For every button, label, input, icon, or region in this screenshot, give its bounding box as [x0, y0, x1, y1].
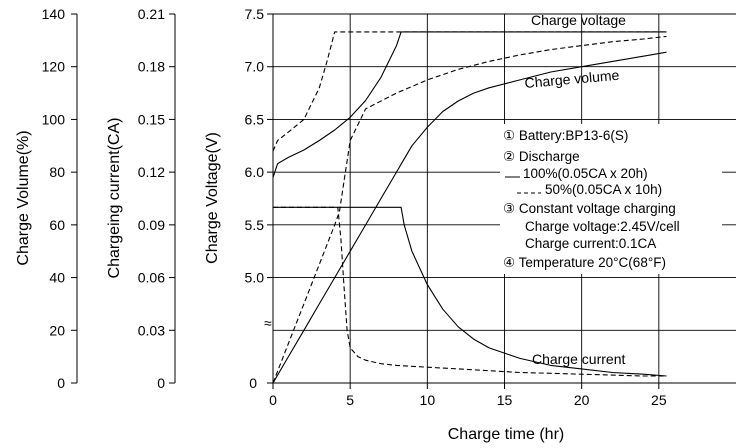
voltage-axis-title: Charge Voltage(V) [204, 132, 221, 264]
series-line-current-solid [273, 206, 667, 377]
current-tick-label: 0.06 [138, 270, 165, 286]
legend-charge-voltage: Charge voltage:2.45V/cell [525, 219, 680, 234]
voltage-tick-label: 7.0 [245, 59, 265, 75]
current-tick-label: 0.15 [138, 111, 165, 127]
x-axis: 0 5 10 15 20 25 [269, 383, 667, 408]
current-tick-label: 0 [157, 375, 165, 391]
current-tick-label: 0.12 [138, 164, 165, 180]
annotation-charge-voltage: Charge voltage [531, 12, 626, 28]
voltage-tick-label: 6.5 [245, 111, 265, 127]
x-tick-label: 25 [651, 392, 667, 408]
volume-tick-label: 40 [49, 270, 65, 286]
x-tick-label: 15 [497, 392, 513, 408]
voltage-tick-label: 7.5 [245, 6, 265, 22]
annotation-charge-volume: Charge volume [524, 67, 620, 91]
legend-discharge-100: 100%(0.05CA x 20h) [523, 166, 648, 181]
series-line-current-dashed [273, 206, 667, 377]
volume-tick-label: 80 [49, 164, 65, 180]
chart-series [272, 31, 667, 384]
volume-tick-label: 120 [42, 59, 66, 75]
x-tick-label: 10 [420, 392, 436, 408]
current-tick-label: 0.09 [138, 217, 165, 233]
current-axis-title: Chargeing current(CA) [106, 118, 123, 279]
annotation-charge-current: Charge current [532, 351, 625, 367]
current-tick-label: 0.03 [138, 322, 165, 338]
x-tick-label: 20 [574, 392, 590, 408]
series-line-voltage-dashed [272, 31, 667, 152]
x-axis-title: Charge time (hr) [448, 426, 564, 443]
volume-tick-label: 140 [42, 6, 66, 22]
legend-constant-voltage: ③ Constant voltage charging [503, 201, 676, 216]
voltage-tick-label: 5.0 [245, 270, 265, 286]
voltage-tick-label: 6.0 [245, 164, 265, 180]
voltage-tick-label: 5.5 [245, 217, 265, 233]
volume-tick-label: 0 [57, 375, 65, 391]
volume-tick-label: 20 [49, 322, 65, 338]
volume-tick-label: 100 [42, 111, 66, 127]
volume-tick-label: 60 [49, 217, 65, 233]
series-line-volume-dashed [272, 35, 667, 384]
current-tick-label: 0.21 [138, 6, 165, 22]
voltage-axis: 5.0 5.5 6.0 6.5 7.0 7.5 [245, 6, 273, 384]
legend-battery: ① Battery:BP13-6(S) [503, 128, 628, 143]
axis-break-symbol: ≈ [264, 315, 272, 331]
voltage-zero-label: 0 [249, 375, 257, 391]
volume-axis-title: Charge Volume(%) [15, 130, 32, 265]
x-tick-label: 0 [269, 392, 277, 408]
current-axis: 0 0.03 0.06 0.09 0.12 0.15 0.18 0.21 [138, 6, 176, 391]
volume-axis: 0 20 40 60 80 100 120 140 [42, 6, 78, 391]
series-line-volume-solid [272, 51, 667, 384]
current-tick-label: 0.18 [138, 59, 165, 75]
legend-discharge-50: 50%(0.05CA x 10h) [545, 182, 662, 197]
legend: ① Battery:BP13-6(S) ② Discharge 100%(0.0… [500, 124, 722, 274]
legend-temperature: ④ Temperature 20°C(68°F) [503, 255, 666, 270]
legend-discharge: ② Discharge [503, 149, 580, 164]
legend-charge-current: Charge current:0.1CA [525, 236, 656, 251]
x-tick-label: 5 [346, 392, 354, 408]
